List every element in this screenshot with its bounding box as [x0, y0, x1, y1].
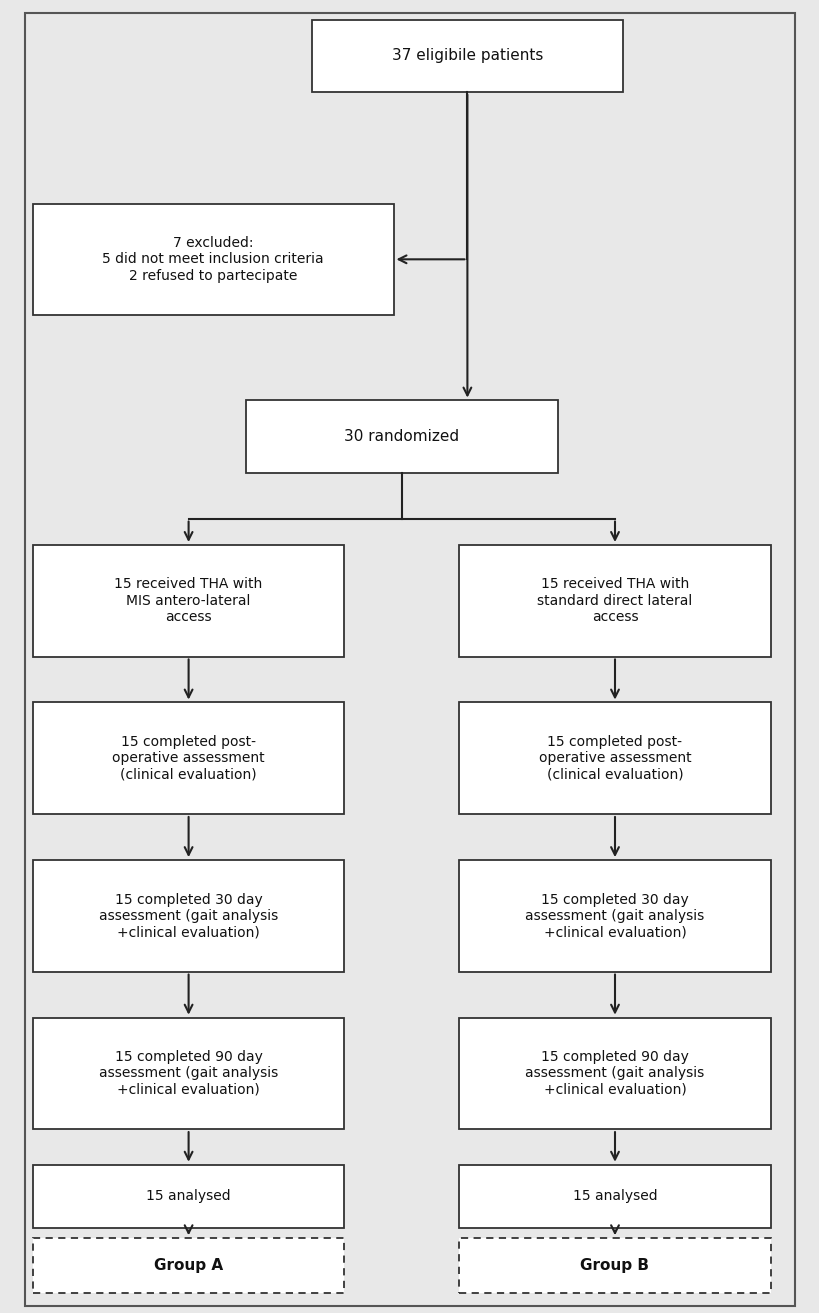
Text: 15 completed post-
operative assessment
(clinical evaluation): 15 completed post- operative assessment …	[538, 735, 690, 781]
FancyBboxPatch shape	[459, 1165, 770, 1228]
FancyBboxPatch shape	[459, 1238, 770, 1293]
FancyBboxPatch shape	[25, 13, 794, 1306]
Text: 15 analysed: 15 analysed	[572, 1190, 657, 1203]
Text: 15 completed 30 day
assessment (gait analysis
+clinical evaluation): 15 completed 30 day assessment (gait ana…	[525, 893, 704, 939]
Text: Group A: Group A	[154, 1258, 223, 1274]
FancyBboxPatch shape	[246, 400, 557, 473]
FancyBboxPatch shape	[459, 545, 770, 656]
Text: 15 completed 90 day
assessment (gait analysis
+clinical evaluation): 15 completed 90 day assessment (gait ana…	[525, 1050, 704, 1096]
Text: Group B: Group B	[580, 1258, 649, 1274]
Text: 30 randomized: 30 randomized	[344, 429, 459, 444]
Text: 7 excluded:
5 did not meet inclusion criteria
2 refused to partecipate: 7 excluded: 5 did not meet inclusion cri…	[102, 236, 324, 282]
FancyBboxPatch shape	[33, 1165, 344, 1228]
Text: 15 completed 30 day
assessment (gait analysis
+clinical evaluation): 15 completed 30 day assessment (gait ana…	[99, 893, 278, 939]
Text: 15 received THA with
MIS antero-lateral
access: 15 received THA with MIS antero-lateral …	[115, 578, 262, 624]
FancyBboxPatch shape	[33, 545, 344, 656]
Text: 15 analysed: 15 analysed	[146, 1190, 231, 1203]
FancyBboxPatch shape	[459, 860, 770, 972]
FancyBboxPatch shape	[33, 702, 344, 814]
FancyBboxPatch shape	[33, 860, 344, 972]
FancyBboxPatch shape	[459, 1018, 770, 1129]
FancyBboxPatch shape	[311, 20, 622, 92]
Text: 15 completed 90 day
assessment (gait analysis
+clinical evaluation): 15 completed 90 day assessment (gait ana…	[99, 1050, 278, 1096]
FancyBboxPatch shape	[33, 1238, 344, 1293]
Text: 15 received THA with
standard direct lateral
access: 15 received THA with standard direct lat…	[536, 578, 692, 624]
FancyBboxPatch shape	[33, 204, 393, 315]
FancyBboxPatch shape	[459, 702, 770, 814]
Text: 15 completed post-
operative assessment
(clinical evaluation): 15 completed post- operative assessment …	[112, 735, 265, 781]
FancyBboxPatch shape	[33, 1018, 344, 1129]
Text: 37 eligibile patients: 37 eligibile patients	[391, 49, 542, 63]
